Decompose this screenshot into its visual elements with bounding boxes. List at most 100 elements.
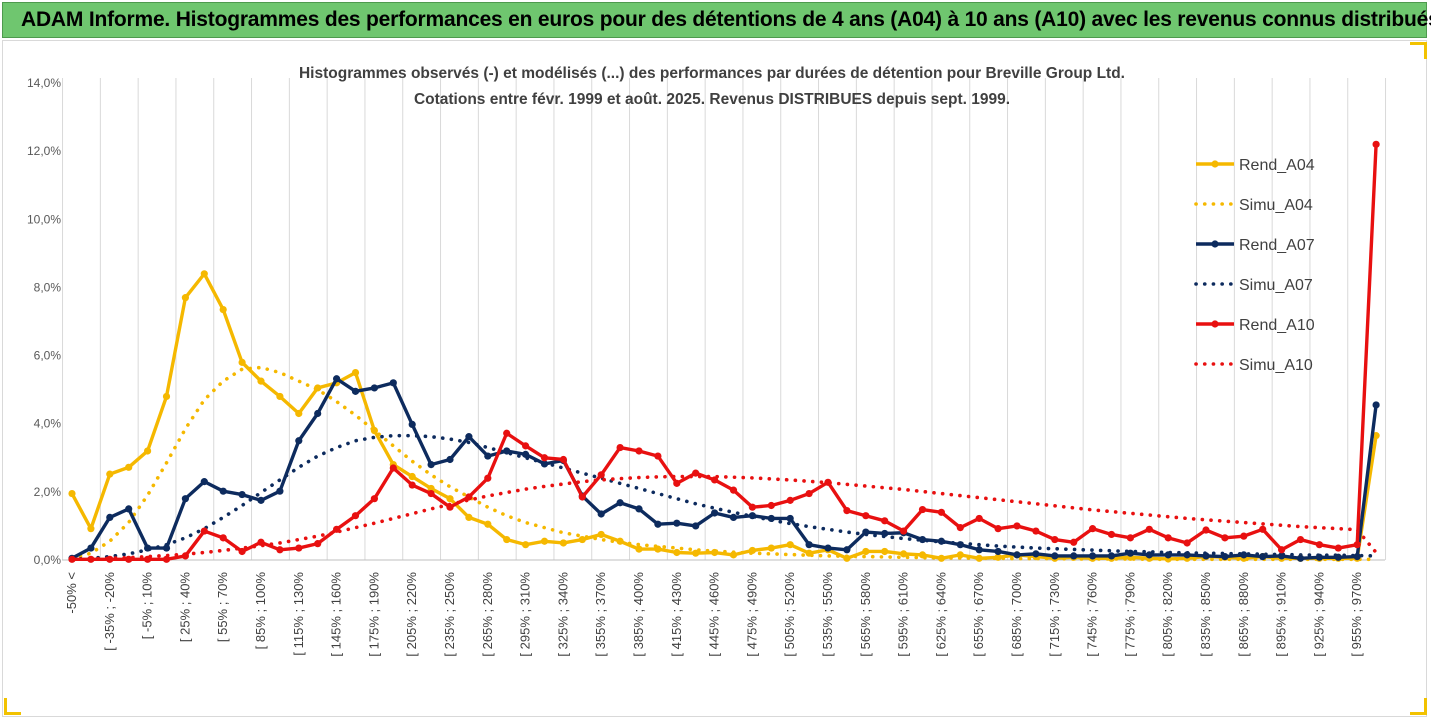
- data-point: [956, 524, 964, 532]
- data-point: [106, 555, 114, 563]
- x-tick-label: [ 595% ; 610%: [896, 572, 911, 657]
- data-point: [87, 555, 95, 563]
- legend-label: Rend_A04: [1239, 157, 1315, 174]
- data-point: [484, 474, 492, 482]
- x-tick-label: [ 385% ; 400%: [631, 572, 646, 657]
- data-point: [729, 551, 738, 559]
- x-tick-label: [ 205% ; 220%: [404, 572, 419, 657]
- data-point: [994, 547, 1002, 556]
- x-tick-label: [ 805% ; 820%: [1160, 572, 1175, 657]
- series-line: [71, 377, 1378, 560]
- data-point: [106, 470, 114, 478]
- x-tick-label: [ 325% ; 340%: [555, 572, 570, 657]
- legend-item: Simu_A07: [1194, 277, 1313, 294]
- legend-label: Rend_A10: [1239, 317, 1315, 334]
- data-point: [1221, 534, 1229, 542]
- data-point: [87, 544, 95, 552]
- data-point: [729, 513, 738, 522]
- x-tick-label: [ 655% ; 670%: [971, 572, 986, 657]
- data-point: [1315, 553, 1323, 561]
- x-axis: -50% < [ -35% ; -20% [ -5% ; 10% [ 25% ; 40…: [64, 572, 1364, 657]
- data-point: [1334, 544, 1342, 552]
- data-point: [824, 544, 832, 552]
- data-point: [1183, 551, 1191, 559]
- resize-handle-bottom-right[interactable]: [1410, 698, 1427, 715]
- data-point: [578, 493, 586, 501]
- data-point: [1202, 526, 1210, 534]
- data-point: [786, 496, 794, 504]
- data-point: [540, 537, 549, 545]
- resize-handle-bottom-left[interactable]: [4, 698, 21, 715]
- data-point: [635, 545, 643, 553]
- data-point: [956, 551, 964, 559]
- series-layer: [68, 140, 1380, 563]
- data-point: [1070, 538, 1078, 546]
- x-tick-label: [ 25% ; 40%: [177, 572, 192, 643]
- x-tick-label: [ 175% ; 190%: [366, 572, 381, 657]
- x-tick-label: [ 265% ; 280%: [480, 572, 495, 657]
- data-point: [370, 384, 378, 392]
- series-simu-a04: [70, 365, 1378, 562]
- data-point: [125, 463, 133, 471]
- data-point: [1372, 140, 1380, 148]
- x-tick-label: [ 955% ; 970%: [1349, 572, 1364, 657]
- data-point: [843, 546, 851, 554]
- data-point: [1372, 401, 1380, 409]
- data-point: [162, 392, 171, 401]
- data-point: [937, 508, 946, 516]
- x-tick-label: [ 745% ; 760%: [1085, 572, 1100, 657]
- data-point: [257, 496, 265, 504]
- data-point: [219, 487, 227, 495]
- data-point: [748, 512, 757, 520]
- legend-item: Rend_A07: [1196, 237, 1315, 254]
- data-point: [1296, 554, 1305, 562]
- data-point: [729, 486, 738, 494]
- data-point: [1089, 525, 1097, 533]
- x-tick-label: [ 925% ; 940%: [1311, 572, 1326, 657]
- data-point: [654, 452, 662, 460]
- data-point: [616, 443, 624, 452]
- data-point: [918, 551, 927, 559]
- resize-handle-top-right[interactable]: [1410, 42, 1427, 59]
- data-point: [427, 461, 435, 469]
- data-point: [1259, 552, 1267, 561]
- data-point: [1145, 525, 1153, 533]
- data-point: [1334, 553, 1342, 561]
- x-tick-label: [ 85% ; 100%: [253, 572, 268, 650]
- x-tick-label: [ 625% ; 640%: [933, 572, 948, 657]
- data-point: [484, 452, 492, 460]
- legend-label: Simu_A07: [1239, 277, 1313, 294]
- data-point: [68, 489, 76, 498]
- x-tick-label: [ 565% ; 580%: [858, 572, 873, 657]
- y-tick-label: 14,0%: [27, 76, 61, 90]
- data-point: [540, 454, 549, 462]
- data-point: [1278, 546, 1286, 554]
- legend: Rend_A04 Simu_A04 Rend_A07 Simu_A07 Rend_A10…: [1194, 157, 1315, 374]
- data-point: [1202, 552, 1210, 560]
- data-point: [1353, 541, 1361, 549]
- series-simu-a10: [70, 474, 1378, 562]
- data-point: [522, 541, 530, 549]
- series-line: [70, 272, 1378, 561]
- series-line: [70, 365, 1378, 562]
- data-point: [1070, 552, 1078, 560]
- x-tick-label: [ 145% ; 160%: [329, 572, 344, 657]
- data-point: [711, 476, 719, 484]
- x-tick-label: [ 115% ; 130%: [291, 572, 306, 656]
- data-point: [616, 499, 624, 507]
- data-point: [522, 450, 530, 458]
- data-point: [351, 387, 360, 395]
- x-tick-label: [ 685% ; 700%: [1009, 572, 1024, 657]
- data-point: [446, 495, 454, 503]
- data-point: [1164, 534, 1172, 542]
- data-point: [1164, 551, 1172, 559]
- x-tick-label: [ 835% ; 850%: [1198, 572, 1213, 657]
- y-tick-label: 2,0%: [34, 485, 62, 499]
- data-point: [1315, 541, 1323, 549]
- data-point: [1353, 552, 1361, 561]
- data-point: [1240, 532, 1248, 540]
- y-tick-label: 0,0%: [34, 553, 62, 567]
- data-point: [862, 528, 870, 536]
- data-point: [881, 529, 889, 538]
- data-point: [937, 554, 946, 562]
